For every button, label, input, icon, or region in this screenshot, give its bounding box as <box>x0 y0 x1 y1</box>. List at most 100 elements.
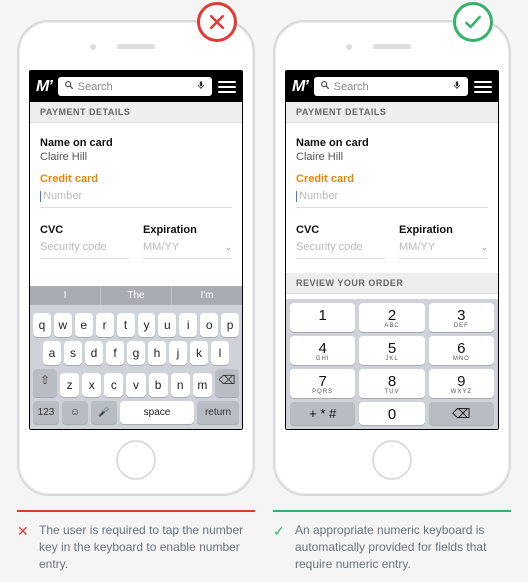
numkey-0[interactable]: 0 <box>359 402 424 425</box>
search-placeholder: Search <box>334 81 448 93</box>
top-bar: M’ Search <box>286 71 498 102</box>
phone-camera <box>90 44 96 50</box>
menu-icon[interactable] <box>474 79 492 95</box>
numkey-8[interactable]: 8TUV <box>359 369 424 398</box>
screen-good: M’ Search PAYMENT DETAILS Name on car <box>285 70 499 430</box>
keyboard-qwerty[interactable]: I The I'm qwertyuiop asdfghjkl ⇧ zxcvbnm… <box>30 286 242 429</box>
bad-badge <box>197 2 237 42</box>
numbers-key[interactable]: 123 <box>33 401 59 424</box>
suggestion-1[interactable]: I <box>30 286 100 305</box>
screen-bad: M’ Search PAYMENT DETAILS Name on car <box>29 70 243 430</box>
key-e[interactable]: e <box>75 313 93 337</box>
space-key[interactable]: space <box>120 401 194 424</box>
chevron-down-icon: ⌄ <box>224 242 232 253</box>
return-key[interactable]: return <box>197 401 239 424</box>
key-f[interactable]: f <box>106 341 124 365</box>
phone-speaker <box>117 44 155 49</box>
key-k[interactable]: k <box>190 341 208 365</box>
cc-field[interactable]: Number <box>296 187 488 208</box>
cvc-label: CVC <box>296 224 385 236</box>
exp-label: Expiration <box>143 224 232 236</box>
key-v[interactable]: v <box>126 373 145 397</box>
numkey-3[interactable]: 3DEF <box>429 303 494 332</box>
key-z[interactable]: z <box>60 373 79 397</box>
backspace-key[interactable]: ⌫ <box>215 369 239 397</box>
mic-key[interactable]: 🎤 <box>91 401 117 424</box>
mic-icon[interactable] <box>196 80 206 93</box>
mic-icon[interactable] <box>452 80 462 93</box>
cc-field[interactable]: Number <box>40 187 232 208</box>
suggestion-2[interactable]: The <box>100 286 171 305</box>
phone-camera <box>346 44 352 50</box>
emoji-key[interactable]: ☺ <box>62 401 88 424</box>
name-value[interactable]: Claire Hill <box>296 151 488 167</box>
search-icon <box>64 80 74 93</box>
key-q[interactable]: q <box>33 313 51 337</box>
menu-icon[interactable] <box>218 79 236 95</box>
numkey-7[interactable]: 7PQRS <box>290 369 355 398</box>
home-button[interactable] <box>372 440 412 480</box>
key-x[interactable]: x <box>82 373 101 397</box>
exp-field[interactable]: MM/YY ⌄ <box>399 238 488 259</box>
x-icon <box>207 12 227 32</box>
key-h[interactable]: h <box>148 341 166 365</box>
exp-placeholder: MM/YY <box>143 241 179 253</box>
suggestion-bar[interactable]: I The I'm <box>30 286 242 305</box>
top-bar: M’ Search <box>30 71 242 102</box>
x-icon: ✕ <box>17 522 31 572</box>
phone-mock-bad: M’ Search PAYMENT DETAILS Name on car <box>17 20 255 496</box>
key-y[interactable]: y <box>138 313 156 337</box>
key-g[interactable]: g <box>127 341 145 365</box>
name-value[interactable]: Claire Hill <box>40 151 232 167</box>
cc-label: Credit card <box>40 173 232 185</box>
numkey-9[interactable]: 9WXYZ <box>429 369 494 398</box>
cc-label: Credit card <box>296 173 488 185</box>
numkey-4[interactable]: 4GHI <box>290 336 355 365</box>
key-p[interactable]: p <box>221 313 239 337</box>
logo: M’ <box>292 78 308 96</box>
name-label: Name on card <box>296 137 488 149</box>
section-title: PAYMENT DETAILS <box>30 102 242 123</box>
cvc-field[interactable]: Security code <box>296 238 385 259</box>
key-o[interactable]: o <box>200 313 218 337</box>
key-l[interactable]: l <box>211 341 229 365</box>
name-label: Name on card <box>40 137 232 149</box>
search-input[interactable]: Search <box>58 77 212 96</box>
key-b[interactable]: b <box>149 373 168 397</box>
numkey-2[interactable]: 2ABC <box>359 303 424 332</box>
shift-key[interactable]: ⇧ <box>33 369 57 397</box>
payment-form: Name on card Claire Hill Credit card Num… <box>286 123 498 267</box>
cvc-field[interactable]: Security code <box>40 238 129 259</box>
key-u[interactable]: u <box>158 313 176 337</box>
key-t[interactable]: t <box>117 313 135 337</box>
phone-speaker <box>373 44 411 49</box>
numkey-1[interactable]: 1. <box>290 303 355 332</box>
chevron-down-icon: ⌄ <box>480 242 488 253</box>
key-c[interactable]: c <box>104 373 123 397</box>
key-d[interactable]: d <box>85 341 103 365</box>
suggestion-3[interactable]: I'm <box>171 286 242 305</box>
caption-bad: ✕ The user is required to tap the number… <box>17 510 255 572</box>
numkey-backspace[interactable]: ⌫ <box>429 402 494 425</box>
exp-field[interactable]: MM/YY ⌄ <box>143 238 232 259</box>
key-m[interactable]: m <box>193 373 212 397</box>
home-button[interactable] <box>116 440 156 480</box>
review-title: REVIEW YOUR ORDER <box>286 273 498 294</box>
cc-placeholder: Number <box>299 190 338 202</box>
numkey-6[interactable]: 6MNO <box>429 336 494 365</box>
key-a[interactable]: a <box>43 341 61 365</box>
keyboard-numeric[interactable]: 1.2ABC3DEF 4GHI5JKL6MNO 7PQRS8TUV9WXYZ + * … <box>286 299 498 429</box>
key-n[interactable]: n <box>171 373 190 397</box>
numkey-symbols[interactable]: + * # <box>290 402 355 425</box>
check-icon: ✓ <box>273 522 287 572</box>
numkey-5[interactable]: 5JKL <box>359 336 424 365</box>
logo: M’ <box>36 78 52 96</box>
caption-good-text: An appropriate numeric keyboard is autom… <box>295 522 511 572</box>
key-w[interactable]: w <box>54 313 72 337</box>
key-s[interactable]: s <box>64 341 82 365</box>
key-r[interactable]: r <box>96 313 114 337</box>
section-title: PAYMENT DETAILS <box>286 102 498 123</box>
key-i[interactable]: i <box>179 313 197 337</box>
search-input[interactable]: Search <box>314 77 468 96</box>
key-j[interactable]: j <box>169 341 187 365</box>
